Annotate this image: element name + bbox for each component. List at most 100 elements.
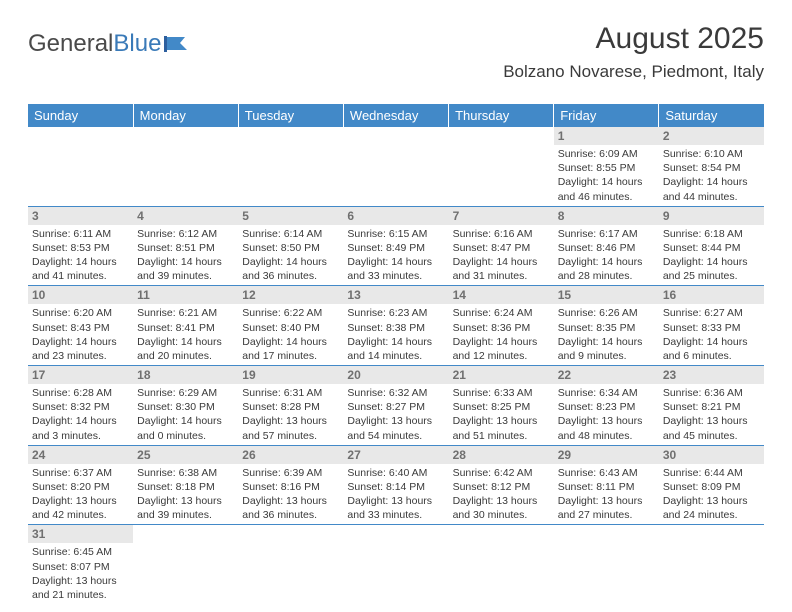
weekday-header: Saturday	[659, 104, 764, 127]
calendar-table: SundayMondayTuesdayWednesdayThursdayFrid…	[28, 104, 764, 604]
calendar-cell: 18Sunrise: 6:29 AMSunset: 8:30 PMDayligh…	[133, 366, 238, 446]
day-number: 20	[343, 366, 448, 384]
location-text: Bolzano Novarese, Piedmont, Italy	[503, 62, 764, 82]
day-number: 8	[554, 207, 659, 225]
day-content: Sunrise: 6:45 AMSunset: 8:07 PMDaylight:…	[28, 543, 133, 604]
calendar-cell: 22Sunrise: 6:34 AMSunset: 8:23 PMDayligh…	[554, 366, 659, 446]
weekday-header: Friday	[554, 104, 659, 127]
day-content: Sunrise: 6:29 AMSunset: 8:30 PMDaylight:…	[133, 384, 238, 445]
day-content: Sunrise: 6:39 AMSunset: 8:16 PMDaylight:…	[238, 464, 343, 525]
day-content: Sunrise: 6:38 AMSunset: 8:18 PMDaylight:…	[133, 464, 238, 525]
day-content: Sunrise: 6:12 AMSunset: 8:51 PMDaylight:…	[133, 225, 238, 286]
calendar-cell	[133, 127, 238, 206]
calendar-cell: 8Sunrise: 6:17 AMSunset: 8:46 PMDaylight…	[554, 206, 659, 286]
day-content: Sunrise: 6:11 AMSunset: 8:53 PMDaylight:…	[28, 225, 133, 286]
day-number: 21	[449, 366, 554, 384]
day-number: 17	[28, 366, 133, 384]
calendar-cell: 29Sunrise: 6:43 AMSunset: 8:11 PMDayligh…	[554, 445, 659, 525]
calendar-cell: 17Sunrise: 6:28 AMSunset: 8:32 PMDayligh…	[28, 366, 133, 446]
calendar-cell	[343, 127, 448, 206]
day-number: 2	[659, 127, 764, 145]
day-content: Sunrise: 6:23 AMSunset: 8:38 PMDaylight:…	[343, 304, 448, 365]
calendar-cell: 16Sunrise: 6:27 AMSunset: 8:33 PMDayligh…	[659, 286, 764, 366]
brand-logo: GeneralBlue	[28, 30, 191, 58]
day-number: 12	[238, 286, 343, 304]
calendar-cell	[449, 127, 554, 206]
calendar-cell: 6Sunrise: 6:15 AMSunset: 8:49 PMDaylight…	[343, 206, 448, 286]
day-content: Sunrise: 6:31 AMSunset: 8:28 PMDaylight:…	[238, 384, 343, 445]
calendar-cell: 31Sunrise: 6:45 AMSunset: 8:07 PMDayligh…	[28, 525, 133, 604]
day-content: Sunrise: 6:26 AMSunset: 8:35 PMDaylight:…	[554, 304, 659, 365]
day-content: Sunrise: 6:28 AMSunset: 8:32 PMDaylight:…	[28, 384, 133, 445]
day-content: Sunrise: 6:16 AMSunset: 8:47 PMDaylight:…	[449, 225, 554, 286]
day-number: 15	[554, 286, 659, 304]
day-number: 7	[449, 207, 554, 225]
day-number: 5	[238, 207, 343, 225]
day-content: Sunrise: 6:18 AMSunset: 8:44 PMDaylight:…	[659, 225, 764, 286]
calendar-cell	[659, 525, 764, 604]
calendar-cell: 13Sunrise: 6:23 AMSunset: 8:38 PMDayligh…	[343, 286, 448, 366]
calendar-cell: 14Sunrise: 6:24 AMSunset: 8:36 PMDayligh…	[449, 286, 554, 366]
weekday-header: Thursday	[449, 104, 554, 127]
brand-part2: Blue	[113, 30, 161, 58]
day-number: 16	[659, 286, 764, 304]
calendar-cell: 3Sunrise: 6:11 AMSunset: 8:53 PMDaylight…	[28, 206, 133, 286]
calendar-cell: 28Sunrise: 6:42 AMSunset: 8:12 PMDayligh…	[449, 445, 554, 525]
calendar-cell: 15Sunrise: 6:26 AMSunset: 8:35 PMDayligh…	[554, 286, 659, 366]
day-content: Sunrise: 6:24 AMSunset: 8:36 PMDaylight:…	[449, 304, 554, 365]
calendar-cell: 21Sunrise: 6:33 AMSunset: 8:25 PMDayligh…	[449, 366, 554, 446]
calendar-cell: 23Sunrise: 6:36 AMSunset: 8:21 PMDayligh…	[659, 366, 764, 446]
flag-icon	[163, 34, 191, 54]
day-number: 14	[449, 286, 554, 304]
day-number: 30	[659, 446, 764, 464]
day-number: 23	[659, 366, 764, 384]
day-number: 13	[343, 286, 448, 304]
day-content: Sunrise: 6:14 AMSunset: 8:50 PMDaylight:…	[238, 225, 343, 286]
calendar-cell: 5Sunrise: 6:14 AMSunset: 8:50 PMDaylight…	[238, 206, 343, 286]
calendar-cell	[28, 127, 133, 206]
day-number: 27	[343, 446, 448, 464]
day-content: Sunrise: 6:20 AMSunset: 8:43 PMDaylight:…	[28, 304, 133, 365]
day-number: 28	[449, 446, 554, 464]
day-content: Sunrise: 6:43 AMSunset: 8:11 PMDaylight:…	[554, 464, 659, 525]
day-number: 29	[554, 446, 659, 464]
page-header: August 2025 Bolzano Novarese, Piedmont, …	[503, 22, 764, 82]
calendar-cell: 12Sunrise: 6:22 AMSunset: 8:40 PMDayligh…	[238, 286, 343, 366]
day-number: 9	[659, 207, 764, 225]
calendar-head: SundayMondayTuesdayWednesdayThursdayFrid…	[28, 104, 764, 127]
calendar-cell: 4Sunrise: 6:12 AMSunset: 8:51 PMDaylight…	[133, 206, 238, 286]
day-number: 6	[343, 207, 448, 225]
day-content: Sunrise: 6:10 AMSunset: 8:54 PMDaylight:…	[659, 145, 764, 206]
calendar-cell: 30Sunrise: 6:44 AMSunset: 8:09 PMDayligh…	[659, 445, 764, 525]
calendar-cell	[238, 525, 343, 604]
calendar-body: 1Sunrise: 6:09 AMSunset: 8:55 PMDaylight…	[28, 127, 764, 604]
day-content: Sunrise: 6:42 AMSunset: 8:12 PMDaylight:…	[449, 464, 554, 525]
calendar-cell	[449, 525, 554, 604]
day-content: Sunrise: 6:36 AMSunset: 8:21 PMDaylight:…	[659, 384, 764, 445]
day-number: 18	[133, 366, 238, 384]
brand-part1: General	[28, 30, 113, 58]
calendar-cell: 20Sunrise: 6:32 AMSunset: 8:27 PMDayligh…	[343, 366, 448, 446]
day-content: Sunrise: 6:44 AMSunset: 8:09 PMDaylight:…	[659, 464, 764, 525]
day-number: 25	[133, 446, 238, 464]
day-number: 22	[554, 366, 659, 384]
weekday-header: Monday	[133, 104, 238, 127]
weekday-header: Tuesday	[238, 104, 343, 127]
day-number: 19	[238, 366, 343, 384]
calendar-cell: 10Sunrise: 6:20 AMSunset: 8:43 PMDayligh…	[28, 286, 133, 366]
day-content: Sunrise: 6:32 AMSunset: 8:27 PMDaylight:…	[343, 384, 448, 445]
day-number: 11	[133, 286, 238, 304]
calendar-cell	[133, 525, 238, 604]
day-number: 3	[28, 207, 133, 225]
month-title: August 2025	[503, 22, 764, 56]
calendar-cell: 7Sunrise: 6:16 AMSunset: 8:47 PMDaylight…	[449, 206, 554, 286]
weekday-header: Sunday	[28, 104, 133, 127]
calendar-cell	[554, 525, 659, 604]
day-content: Sunrise: 6:15 AMSunset: 8:49 PMDaylight:…	[343, 225, 448, 286]
day-content: Sunrise: 6:17 AMSunset: 8:46 PMDaylight:…	[554, 225, 659, 286]
day-content: Sunrise: 6:33 AMSunset: 8:25 PMDaylight:…	[449, 384, 554, 445]
calendar-cell: 26Sunrise: 6:39 AMSunset: 8:16 PMDayligh…	[238, 445, 343, 525]
day-number: 24	[28, 446, 133, 464]
day-content: Sunrise: 6:27 AMSunset: 8:33 PMDaylight:…	[659, 304, 764, 365]
day-content: Sunrise: 6:40 AMSunset: 8:14 PMDaylight:…	[343, 464, 448, 525]
